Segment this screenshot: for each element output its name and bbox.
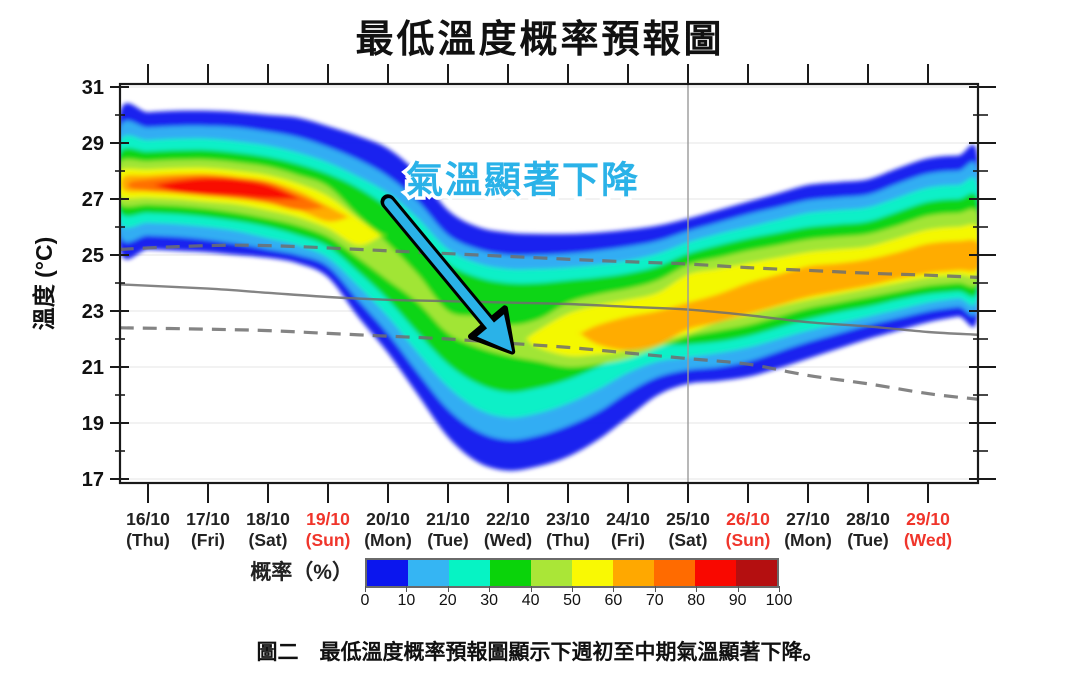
figure-title: 最低溫度概率預報圖 xyxy=(355,19,725,61)
date-label: 22/10 xyxy=(486,509,530,529)
weekday-label: (Fri) xyxy=(611,530,645,550)
normal-mean-line xyxy=(121,283,977,336)
colorbar-cell xyxy=(408,560,449,586)
y-tick-label: 25 xyxy=(82,245,104,267)
date-label: 24/10 xyxy=(606,509,650,529)
colorbar-tick-label: 20 xyxy=(438,592,457,609)
colorbar-tick xyxy=(572,586,573,592)
date-label: 27/10 xyxy=(786,509,830,529)
climatology-lines xyxy=(121,243,977,401)
x-axis-date-labels: 16/10(Thu)17/10(Fri)18/10(Sat)19/10(Sun)… xyxy=(126,509,952,550)
colorbar-tick-label: 60 xyxy=(604,592,623,609)
date-label: 26/10 xyxy=(726,509,770,529)
date-label: 17/10 xyxy=(186,509,230,529)
colorbar-tick-label: 80 xyxy=(687,592,706,609)
colorbar-cell xyxy=(572,560,613,586)
colorbar-tick-label: 50 xyxy=(563,592,581,609)
colorbar-cell xyxy=(695,560,736,586)
weekday-label: (Wed) xyxy=(904,530,952,550)
weekday-label: (Tue) xyxy=(427,530,468,550)
weekday-label: (Thu) xyxy=(546,530,590,550)
colorbar-tick-label: 30 xyxy=(480,592,499,609)
date-label: 29/10 xyxy=(906,509,950,529)
normal-lower-line xyxy=(121,326,977,401)
weekday-label: (Sat) xyxy=(249,530,288,550)
colorbar-tick-label: 0 xyxy=(360,592,370,609)
date-label: 19/10 xyxy=(306,509,350,529)
weekday-label: (Fri) xyxy=(191,530,225,550)
weekday-label: (Thu) xyxy=(126,530,170,550)
temperature-drop-arrow xyxy=(380,194,516,355)
colorbar-tick xyxy=(489,586,491,592)
weekday-label: (Mon) xyxy=(784,530,832,550)
y-tick-label: 31 xyxy=(82,77,104,99)
figure-caption: 圖二 最低溫度概率預報圖顯示下週初至中期氣溫顯著下降。 xyxy=(256,640,824,664)
date-label: 21/10 xyxy=(426,509,470,529)
date-label: 16/10 xyxy=(126,509,170,529)
weekday-label: (Sun) xyxy=(306,530,351,550)
y-tick-label: 19 xyxy=(82,413,104,435)
y-tick-label: 29 xyxy=(82,133,104,155)
colorbar-cell xyxy=(449,560,490,586)
colorbar-tick-label: 40 xyxy=(521,592,540,609)
colorbar-tick-label: 100 xyxy=(765,592,793,609)
date-label: 20/10 xyxy=(366,509,410,529)
colorbar-tick xyxy=(447,586,449,592)
prob-band-90 xyxy=(151,177,306,201)
colorbar-cell xyxy=(531,560,572,586)
y-axis-tick-labels: 31 29 27 25 23 21 19 17 xyxy=(82,77,104,491)
colorbar-tick xyxy=(530,586,532,592)
annotation-text: 氣溫顯著下降 xyxy=(406,159,640,200)
axis-ticks xyxy=(110,64,996,503)
date-label: 23/10 xyxy=(546,509,590,529)
colorbar-tick-label: 90 xyxy=(728,592,747,609)
colorbar-cell xyxy=(736,560,777,586)
weekday-label: (Mon) xyxy=(364,530,412,550)
y-axis-title: 溫度 (°C) xyxy=(31,237,57,331)
normal-upper-line xyxy=(121,243,977,279)
date-label: 25/10 xyxy=(666,509,710,529)
weekday-label: (Sun) xyxy=(726,530,771,550)
colorbar-cell xyxy=(654,560,695,586)
colorbar-tick xyxy=(365,586,366,592)
colorbar-tick-label: 70 xyxy=(645,592,664,609)
colorbar-cell xyxy=(490,560,531,586)
colorbar-tick-label: 10 xyxy=(397,592,416,609)
probability-colorbar xyxy=(365,558,779,588)
colorbar-tick xyxy=(406,586,408,592)
y-tick-label: 17 xyxy=(82,469,104,491)
colorbar-cell xyxy=(613,560,654,586)
colorbar-tick xyxy=(779,586,780,592)
y-tick-label: 23 xyxy=(82,301,104,323)
prob-band-70 xyxy=(577,239,977,351)
colorbar-tick xyxy=(737,586,739,592)
colorbar-tick xyxy=(654,586,656,592)
probability-bands xyxy=(121,103,977,471)
y-tick-label: 21 xyxy=(82,357,104,379)
weekday-label: (Sat) xyxy=(669,530,708,550)
weekday-label: (Wed) xyxy=(484,530,532,550)
colorbar-tick xyxy=(696,586,698,592)
colorbar-cell xyxy=(367,560,408,586)
date-label: 18/10 xyxy=(246,509,290,529)
colorbar-tick xyxy=(613,586,615,592)
date-label: 28/10 xyxy=(846,509,890,529)
y-tick-label: 27 xyxy=(82,189,104,211)
colorbar-label: 概率（%） xyxy=(250,561,353,584)
weekday-label: (Tue) xyxy=(847,530,888,550)
